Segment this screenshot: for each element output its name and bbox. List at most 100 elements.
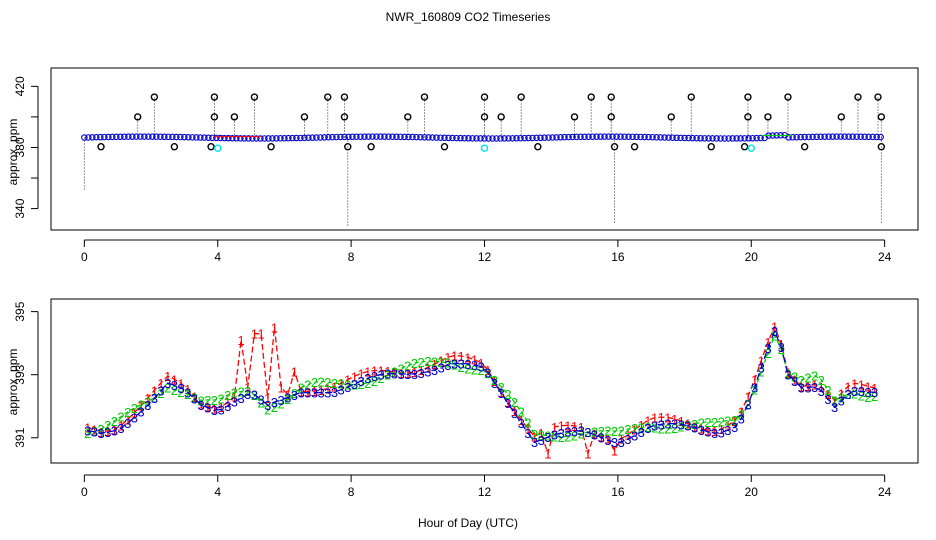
spike-point-high xyxy=(517,93,525,101)
series-2-marker: 2 xyxy=(618,424,625,439)
series-3-marker: 3 xyxy=(658,417,665,432)
series-2-marker: 2 xyxy=(751,383,758,398)
series-1-marker: 1 xyxy=(784,365,791,380)
baseline-point xyxy=(469,135,476,142)
series-3-marker: 3 xyxy=(478,360,485,375)
series-3-marker: 3 xyxy=(284,390,291,405)
series-2-marker: 2 xyxy=(144,394,151,409)
series-3-marker: 3 xyxy=(578,424,585,439)
series-3-marker: 3 xyxy=(851,384,858,399)
series-2-marker: 2 xyxy=(104,418,111,433)
series-3-marker: 3 xyxy=(618,435,625,450)
series-2-marker: 2 xyxy=(518,405,525,420)
baseline-point xyxy=(797,133,804,141)
baseline-point xyxy=(385,133,392,140)
series-1-marker: 1 xyxy=(751,373,758,388)
baseline-point xyxy=(157,133,164,140)
series-2-marker: 2 xyxy=(451,357,458,372)
baseline-point xyxy=(805,133,812,141)
series-3-marker: 3 xyxy=(718,426,725,441)
baseline-point xyxy=(333,133,340,141)
baseline-point xyxy=(105,133,112,141)
x-tick-label: 4 xyxy=(214,250,221,264)
series-1-marker: 1 xyxy=(458,349,465,364)
series-1-marker: 1 xyxy=(384,364,391,379)
series-1-marker: 1 xyxy=(344,373,351,388)
series-2-marker: 2 xyxy=(164,380,171,395)
series-1-marker: 1 xyxy=(744,390,751,405)
series-3-marker: 3 xyxy=(831,400,838,415)
series-2-marker: 2 xyxy=(458,360,465,375)
series-1-marker: 1 xyxy=(411,365,418,380)
baseline-point xyxy=(413,133,420,141)
x-tick-label: 20 xyxy=(745,250,759,264)
series-2-marker: 2 xyxy=(811,369,818,384)
baseline-point xyxy=(557,134,564,141)
series-1-marker: 1 xyxy=(317,383,324,398)
series-1-marker: 1 xyxy=(844,379,851,394)
baseline-point xyxy=(221,134,228,142)
series-3-marker: 3 xyxy=(691,421,698,436)
low-point xyxy=(97,143,105,151)
series-3-marker: 3 xyxy=(358,374,365,389)
series-1-marker: 1 xyxy=(137,398,144,413)
baseline-point xyxy=(657,134,664,141)
series-1-marker: 1 xyxy=(518,413,525,428)
series-1-marker: 1 xyxy=(664,411,671,426)
baseline-point xyxy=(445,134,452,142)
baseline-point xyxy=(753,134,760,142)
x-tick-label: 0 xyxy=(81,250,88,264)
series-2-marker: 2 xyxy=(84,426,91,441)
series-1-marker: 1 xyxy=(478,356,485,371)
series-2-marker: 2 xyxy=(638,421,645,436)
series-2-marker: 2 xyxy=(611,424,618,439)
baseline-point xyxy=(573,133,580,141)
series-3-marker: 3 xyxy=(524,426,531,441)
series-3-marker: 3 xyxy=(698,423,705,438)
series-2-marker: 2 xyxy=(684,418,691,433)
series-3-marker: 3 xyxy=(651,418,658,433)
baseline-point xyxy=(185,133,192,141)
series-2-marker: 2 xyxy=(791,370,798,385)
x-tick-label: 12 xyxy=(478,250,492,264)
series-3-marker: 3 xyxy=(444,358,451,373)
series-3-marker: 3 xyxy=(404,367,411,382)
series-3-marker: 3 xyxy=(97,426,104,441)
series-1-marker: 1 xyxy=(124,412,131,427)
baseline-point xyxy=(485,135,492,142)
series-3-marker: 3 xyxy=(844,387,851,402)
series-1-marker: 1 xyxy=(171,372,178,387)
baseline-point xyxy=(585,133,592,140)
spike-point-mid xyxy=(404,113,412,121)
series-2-line xyxy=(87,333,875,438)
baseline-point xyxy=(633,133,640,141)
baseline-point xyxy=(649,133,656,141)
series-1-marker: 1 xyxy=(804,379,811,394)
series-2-marker: 2 xyxy=(471,363,478,378)
spike-point-high xyxy=(340,93,349,101)
baseline-point xyxy=(869,133,876,141)
series-1-marker: 1 xyxy=(538,426,545,441)
series-1-marker: 1 xyxy=(544,447,551,462)
baseline-point xyxy=(477,135,484,142)
series-1-marker: 1 xyxy=(104,424,111,439)
spike-point-mid xyxy=(230,113,239,121)
baseline-point xyxy=(377,133,384,140)
series-1-marker: 1 xyxy=(424,361,431,376)
series-3-marker: 3 xyxy=(811,380,818,395)
series-2-marker: 2 xyxy=(411,356,418,371)
series-1-marker: 1 xyxy=(197,397,204,412)
series-3-marker: 3 xyxy=(224,399,231,414)
baseline-point xyxy=(229,134,236,142)
series-2-marker: 2 xyxy=(291,386,298,401)
series-1-marker: 1 xyxy=(151,383,158,398)
baseline-point xyxy=(593,133,600,140)
series-1-marker: 1 xyxy=(644,413,651,428)
baseline-point xyxy=(429,134,436,141)
spike-point-high xyxy=(587,93,595,101)
x-tick-label: 20 xyxy=(745,485,759,499)
low-point xyxy=(267,143,275,151)
series-2-marker: 2 xyxy=(631,421,638,436)
baseline-point xyxy=(433,134,440,141)
baseline-point xyxy=(813,133,820,141)
